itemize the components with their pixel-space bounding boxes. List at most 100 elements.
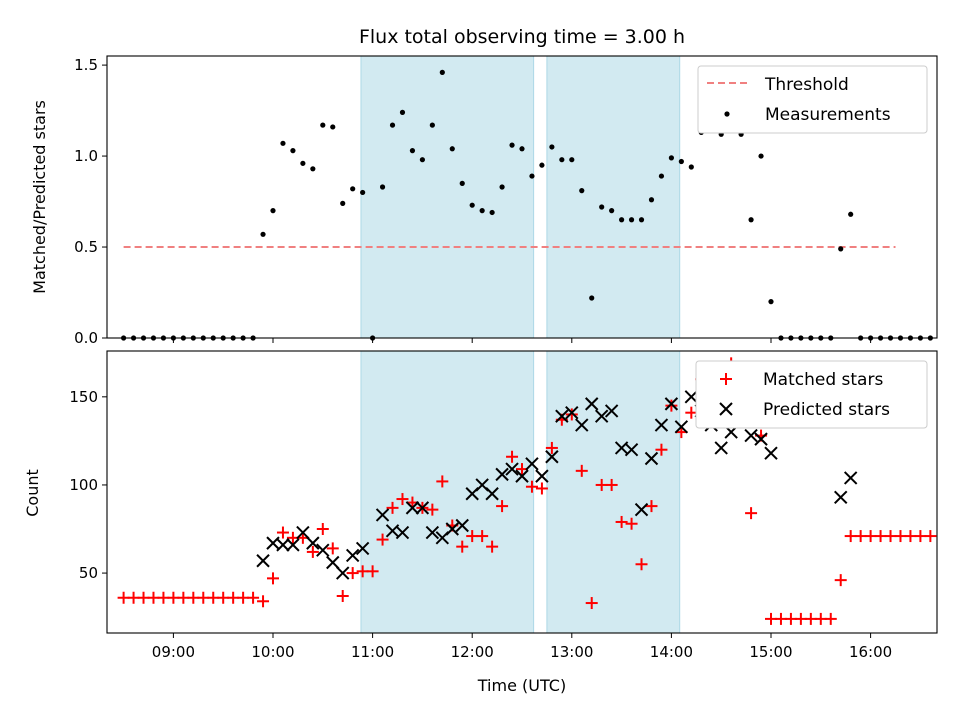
matched-star-marker	[247, 591, 260, 604]
measurement-point	[648, 197, 655, 203]
measurement-point	[469, 202, 475, 208]
measurement-point	[320, 122, 326, 128]
predicted-star-marker	[664, 397, 679, 411]
measurement-point	[509, 142, 515, 148]
time-x-tick-label: 12:00	[451, 643, 494, 661]
measurement-point	[270, 208, 276, 214]
matched-star-marker	[316, 523, 329, 536]
legend-predicted-swatch	[719, 402, 733, 416]
measurement-point	[499, 184, 505, 190]
ratio-legend-box	[697, 65, 928, 134]
legend-threshold-label: Threshold	[764, 75, 849, 95]
measurement-point	[609, 208, 615, 214]
predicted-star-marker	[634, 502, 649, 517]
time-x-tick-label: 10:00	[251, 643, 294, 661]
matched-star-marker	[396, 493, 409, 506]
predicted-star-marker	[834, 490, 848, 504]
matched-star-marker	[366, 565, 379, 578]
measurement-point	[668, 155, 675, 161]
matched-star-marker	[386, 501, 399, 514]
count-y-tick-label: 100	[69, 476, 98, 494]
matched-star-marker	[346, 567, 359, 580]
measurement-point	[678, 158, 684, 165]
count-y-axis-label: Count	[23, 469, 42, 517]
measurement-point	[340, 200, 346, 206]
measurement-point	[619, 217, 625, 223]
predicted-star-marker	[515, 469, 529, 483]
time-x-axis-label: Time (UTC)	[477, 676, 566, 695]
count-y-axis: 50 100 150	[69, 388, 107, 582]
matched-star-marker	[545, 441, 558, 454]
measurement-point	[628, 217, 635, 223]
measurement-point	[489, 209, 495, 216]
time-x-tick-label: 09:00	[152, 643, 195, 661]
legend-matched-swatch	[720, 373, 732, 385]
matched-star-marker	[665, 399, 678, 412]
measurement-point	[658, 173, 665, 179]
predicted-star-marker	[355, 541, 370, 556]
measurement-point	[389, 122, 396, 128]
measurement-point	[768, 299, 774, 305]
count-panel: 50 100 150 09:00 10:00 11:00 12:00 13:00 14:00 1…	[23, 350, 938, 695]
predicted-star-marker	[555, 409, 569, 423]
matched-star-marker	[506, 450, 519, 463]
matched-star-marker	[326, 542, 339, 555]
time-x-tick-label: 14:00	[650, 643, 693, 661]
measurement-point	[579, 188, 585, 194]
matched-star-marker	[635, 558, 648, 571]
measurement-point	[260, 231, 266, 237]
predicted-star-marker	[296, 525, 310, 540]
predicted-star-marker	[425, 525, 440, 540]
matched-star-marker	[575, 464, 588, 477]
measurement-point	[539, 162, 545, 168]
measurement-point	[350, 186, 356, 192]
measurement-point	[429, 122, 435, 128]
count-legend: Matched stars Predicted stars	[695, 360, 928, 429]
predicted-star-marker	[395, 525, 410, 540]
predicted-star-marker	[575, 418, 589, 432]
predicted-star-marker	[286, 538, 300, 552]
ratio-y-tick-label: 0.0	[74, 329, 98, 347]
measurement-point	[549, 144, 555, 150]
ratio-panel-frame	[106, 55, 938, 339]
time-x-tick-label: 15:00	[749, 643, 792, 661]
predicted-star-marker	[585, 397, 599, 411]
matched-star-marker	[625, 517, 638, 530]
measurement-point	[758, 153, 764, 159]
measurement-point	[569, 157, 575, 163]
measurement-point	[688, 164, 694, 170]
predicted-star-marker	[345, 548, 360, 563]
measurement-point	[439, 69, 445, 75]
matched-star-marker	[426, 503, 439, 516]
legend-measurements-swatch	[724, 111, 730, 117]
measurement-point	[449, 146, 455, 152]
predicted-star-marker	[624, 442, 639, 457]
matched-star-marker	[745, 507, 758, 520]
legend-measurements-label: Measurements	[765, 105, 891, 125]
matched-star-marker	[276, 526, 289, 539]
predicted-star-marker	[455, 518, 469, 533]
measurement-point	[360, 189, 366, 196]
predicted-star-marker	[495, 467, 509, 482]
predicted-star-marker	[674, 420, 689, 434]
predicted-star-marker	[535, 469, 549, 483]
predicted-star-marker	[565, 405, 579, 420]
predicted-star-marker	[684, 390, 699, 404]
predicted-star-marker	[505, 462, 519, 476]
ratio-y-tick-label: 0.5	[74, 238, 98, 256]
measurement-point	[599, 204, 605, 210]
measurement-point	[459, 180, 465, 186]
predicted-star-marker	[276, 538, 290, 552]
predicted-star-marker	[714, 441, 728, 455]
matched-star-marker	[605, 478, 618, 491]
legend-predicted-label: Predicted stars	[763, 400, 890, 420]
observing-window-1	[360, 55, 535, 339]
matched-star-marker	[257, 595, 270, 608]
measurement-point	[589, 295, 595, 301]
ratio-y-tick-label: 1.5	[74, 56, 98, 74]
predicted-star-marker	[415, 501, 430, 515]
measurement-point	[330, 124, 336, 130]
measurement-point	[638, 217, 645, 223]
measurement-point	[409, 148, 416, 154]
